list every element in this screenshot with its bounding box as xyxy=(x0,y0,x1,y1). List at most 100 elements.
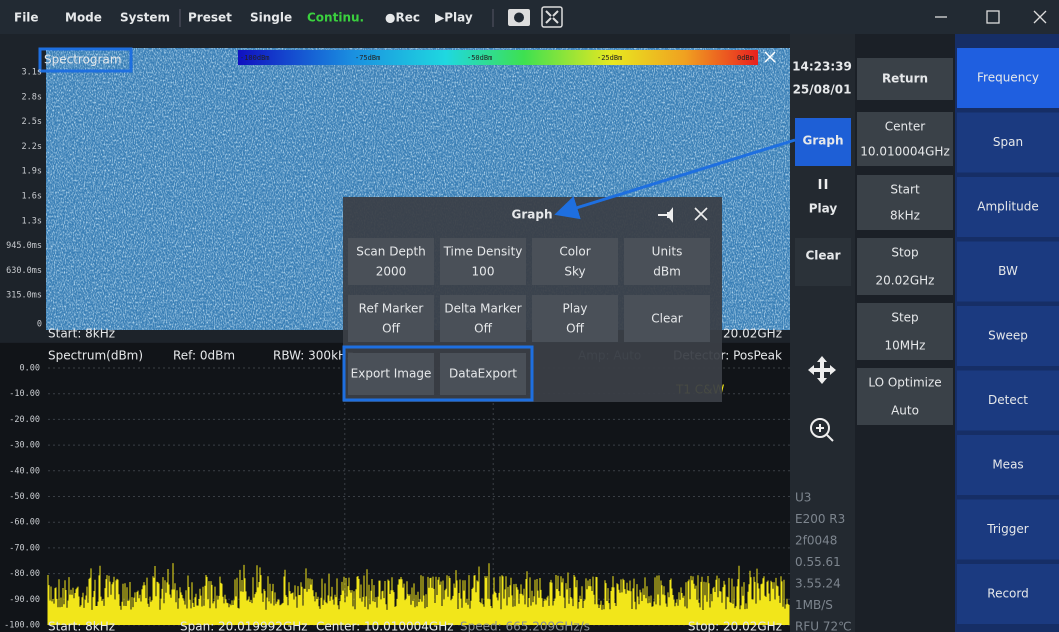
option-value: Off xyxy=(566,322,584,336)
setting-value: 8kHz xyxy=(890,209,920,223)
spectrum-title: Spectrum(dBm) xyxy=(48,349,143,363)
setting-value: 10.010004GHz xyxy=(860,145,950,159)
export-label: DataExport xyxy=(449,367,517,381)
dialog-option[interactable] xyxy=(440,295,526,342)
device-info: U3 xyxy=(795,491,811,505)
export-button[interactable] xyxy=(348,353,434,395)
tab-button[interactable] xyxy=(957,435,1059,495)
setting-label: Step xyxy=(891,311,918,325)
dialog-option[interactable] xyxy=(624,238,710,285)
tab-button[interactable] xyxy=(957,499,1059,560)
graph-dialog: Graph Scan Depth 2000 Time Density 100 Color S… xyxy=(343,197,722,402)
device-info: 3.55.24 xyxy=(795,577,841,591)
menu-item[interactable]: Mode xyxy=(65,11,102,25)
y-tick-label: -60.00 xyxy=(9,518,40,528)
tab-button[interactable] xyxy=(957,112,1059,173)
graph-label: Graph xyxy=(803,134,844,148)
tab-button[interactable] xyxy=(957,306,1059,366)
option-value: 2000 xyxy=(376,265,407,279)
option-label: Play xyxy=(562,302,587,316)
device-info: 0.55.61 xyxy=(795,555,841,569)
dialog-option[interactable] xyxy=(348,238,434,285)
setting-button[interactable] xyxy=(857,58,953,100)
setting-button[interactable] xyxy=(857,303,953,360)
tab-button[interactable] xyxy=(957,370,1059,431)
y-tick-label: -20.00 xyxy=(9,415,40,425)
camera-icon[interactable] xyxy=(508,9,530,26)
setting-value: 10MHz xyxy=(885,339,926,353)
tab-button[interactable] xyxy=(957,564,1059,624)
tab-label: Span xyxy=(993,135,1023,149)
dialog-option[interactable] xyxy=(440,238,526,285)
spectrum-ref: Ref: 0dBm xyxy=(173,349,235,363)
option-label: Clear xyxy=(651,312,682,326)
close-colorbar[interactable] xyxy=(764,51,776,63)
y-tick-label: 0.00 xyxy=(20,364,40,374)
setting-button[interactable] xyxy=(857,368,953,425)
time-label: 1.3s xyxy=(22,216,42,226)
tab-label: Meas xyxy=(992,458,1023,472)
spectrum-footer: Center: 10.010004GHz xyxy=(316,620,454,632)
setting-value: 20.02GHz xyxy=(876,274,935,288)
highlight-export xyxy=(342,345,534,402)
tab-label: Frequency xyxy=(977,71,1039,85)
time-label: 945.0ms xyxy=(6,241,42,251)
setting-button[interactable] xyxy=(857,112,953,166)
tab-label: Detect xyxy=(988,393,1028,407)
export-button[interactable] xyxy=(440,353,526,395)
option-label: Time Density xyxy=(443,245,523,259)
colorbar-label: -75dBm xyxy=(355,54,380,62)
zoom-icon[interactable] xyxy=(810,418,834,442)
menu-item[interactable]: File xyxy=(14,11,39,25)
option-value: Off xyxy=(474,322,492,336)
tab-button[interactable] xyxy=(957,177,1059,237)
graph-button[interactable] xyxy=(795,118,851,166)
dialog-option[interactable] xyxy=(532,238,618,285)
tab-button[interactable] xyxy=(957,241,1059,302)
menu-item[interactable]: ▶Play xyxy=(435,11,473,25)
menu-item[interactable]: System xyxy=(120,11,170,25)
menu-item[interactable]: Continu. xyxy=(307,11,364,25)
y-tick-label: -10.00 xyxy=(9,389,40,399)
y-tick-label: -30.00 xyxy=(9,441,40,451)
dialog-option[interactable] xyxy=(624,295,710,342)
menu-item[interactable]: Single xyxy=(250,11,292,25)
time-label: 1.6s xyxy=(22,192,42,202)
tab-label: Trigger xyxy=(986,522,1028,536)
menu-item[interactable]: ●Rec xyxy=(385,11,420,25)
spectrum-footer: Stop: 20.02GHz xyxy=(688,620,782,632)
window-controls[interactable] xyxy=(935,10,1047,24)
tab-label: Amplitude xyxy=(977,200,1039,214)
y-tick-label: -90.00 xyxy=(9,595,40,605)
dialog-option[interactable] xyxy=(348,295,434,342)
pin-icon[interactable] xyxy=(658,207,673,223)
option-label: Color xyxy=(559,245,590,259)
colorbar-label: 0dBm xyxy=(737,54,754,62)
setting-button[interactable] xyxy=(857,238,953,295)
setting-label: Center xyxy=(885,120,925,134)
move-icon[interactable] xyxy=(808,356,836,384)
y-tick-label: -40.00 xyxy=(9,466,40,476)
colorbar-label: -100dBm xyxy=(240,54,270,62)
spectrum-footer: Start: 8kHz xyxy=(48,620,115,632)
expand-icon[interactable] xyxy=(541,6,563,28)
device-info: RFU 72℃ xyxy=(795,620,852,632)
pause-icon xyxy=(818,179,828,189)
menu-separator xyxy=(179,9,494,27)
callout-arrow xyxy=(554,138,796,220)
device-info: E200 R3 xyxy=(795,512,845,526)
dialog-close[interactable] xyxy=(694,207,708,221)
color-bar xyxy=(238,50,758,65)
time-label: 3.1s xyxy=(22,68,42,78)
spectrum-footer: Span: 20.019992GHz xyxy=(180,620,308,632)
setting-button[interactable] xyxy=(857,175,953,230)
dialog-option[interactable] xyxy=(532,295,618,342)
clear-button[interactable] xyxy=(795,238,851,286)
time-label: 2.8s xyxy=(22,92,42,102)
menu-item[interactable]: Preset xyxy=(188,11,232,25)
time-label: 2.5s xyxy=(22,117,42,127)
tab-label: Record xyxy=(987,587,1028,601)
time-label: 2.2s xyxy=(22,142,42,152)
tab-button[interactable] xyxy=(957,48,1059,108)
